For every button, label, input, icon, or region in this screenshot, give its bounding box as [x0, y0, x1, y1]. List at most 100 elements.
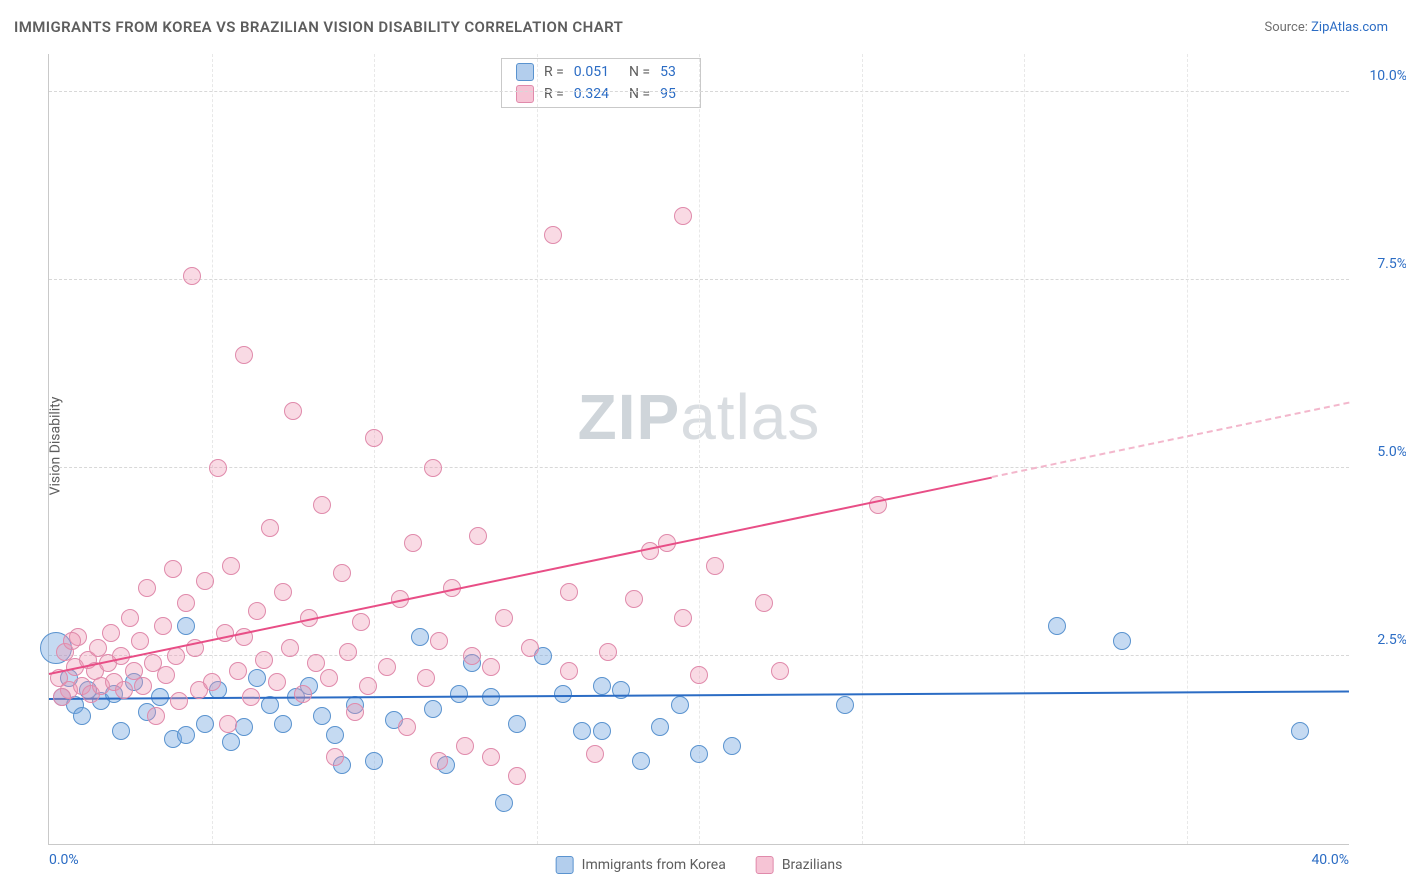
- chart-title: IMMIGRANTS FROM KOREA VS BRAZILIAN VISIO…: [14, 18, 623, 36]
- data-point: [157, 666, 175, 684]
- data-point: [359, 677, 377, 695]
- data-point: [586, 745, 604, 763]
- legend-r-label: R =: [544, 64, 564, 80]
- legend-swatch: [516, 63, 534, 81]
- gridline-v: [699, 54, 700, 844]
- legend-r-value: 0.324: [574, 86, 609, 102]
- data-point: [495, 794, 513, 812]
- data-point: [690, 745, 708, 763]
- gridline-v: [537, 54, 538, 844]
- watermark-bold: ZIP: [578, 381, 681, 453]
- legend-item: Brazilians: [756, 856, 843, 874]
- data-point: [235, 718, 253, 736]
- data-point: [248, 669, 266, 687]
- source-prefix: Source:: [1264, 20, 1311, 35]
- legend-swatch: [516, 85, 534, 103]
- data-point: [134, 677, 152, 695]
- y-tick-label: 10.0%: [1357, 68, 1406, 84]
- data-point: [430, 752, 448, 770]
- data-point: [222, 733, 240, 751]
- data-point: [73, 707, 91, 725]
- data-point: [632, 752, 650, 770]
- scatter-plot: ZIPatlas R =0.051N =53R =0.324N =95 Immi…: [48, 54, 1349, 845]
- data-point: [398, 718, 416, 736]
- data-point: [222, 557, 240, 575]
- data-point: [404, 534, 422, 552]
- legend-swatch: [556, 856, 574, 874]
- data-point: [771, 662, 789, 680]
- data-point: [209, 459, 227, 477]
- data-point: [203, 673, 221, 691]
- legend-n-label: N =: [629, 86, 650, 102]
- data-point: [53, 688, 71, 706]
- data-point: [1113, 632, 1131, 650]
- data-point: [261, 519, 279, 537]
- data-point: [463, 647, 481, 665]
- data-point: [102, 624, 120, 642]
- source-link[interactable]: ZipAtlas.com: [1311, 20, 1388, 35]
- data-point: [671, 696, 689, 714]
- data-point: [183, 267, 201, 285]
- data-point: [339, 643, 357, 661]
- source-attribution: Source: ZipAtlas.com: [1264, 20, 1388, 35]
- data-point: [593, 722, 611, 740]
- data-point: [424, 700, 442, 718]
- data-point: [235, 346, 253, 364]
- legend-label: Brazilians: [782, 857, 843, 873]
- gridline-v: [374, 54, 375, 844]
- watermark-light: atlas: [680, 381, 820, 453]
- data-point: [495, 609, 513, 627]
- y-tick-label: 7.5%: [1357, 256, 1406, 272]
- data-point: [554, 685, 572, 703]
- data-point: [599, 643, 617, 661]
- data-point: [313, 707, 331, 725]
- legend-n-value: 95: [660, 86, 676, 102]
- legend-n-label: N =: [629, 64, 650, 80]
- data-point: [1048, 617, 1066, 635]
- data-point: [544, 226, 562, 244]
- data-point: [723, 737, 741, 755]
- data-point: [1291, 722, 1309, 740]
- data-point: [508, 715, 526, 733]
- data-point: [147, 707, 165, 725]
- data-point: [112, 722, 130, 740]
- data-point: [674, 609, 692, 627]
- data-point: [138, 579, 156, 597]
- data-point: [508, 767, 526, 785]
- data-point: [352, 613, 370, 631]
- legend-swatch: [756, 856, 774, 874]
- trend-line: [49, 476, 992, 674]
- data-point: [521, 639, 539, 657]
- data-point: [674, 207, 692, 225]
- data-point: [177, 594, 195, 612]
- y-tick-label: 2.5%: [1357, 632, 1406, 648]
- data-point: [450, 685, 468, 703]
- data-point: [294, 685, 312, 703]
- data-point: [320, 669, 338, 687]
- correlation-legend: R =0.051N =53R =0.324N =95: [501, 58, 701, 108]
- gridline-v: [1187, 54, 1188, 844]
- data-point: [115, 681, 133, 699]
- data-point: [326, 726, 344, 744]
- data-point: [242, 688, 260, 706]
- data-point: [482, 748, 500, 766]
- legend-r-label: R =: [544, 86, 564, 102]
- data-point: [196, 572, 214, 590]
- data-point: [154, 617, 172, 635]
- data-point: [625, 590, 643, 608]
- data-point: [424, 459, 442, 477]
- data-point: [411, 628, 429, 646]
- gridline-v: [1024, 54, 1025, 844]
- data-point: [196, 715, 214, 733]
- legend-row: R =0.051N =53: [502, 61, 700, 83]
- legend-r-value: 0.051: [574, 64, 609, 80]
- y-tick-label: 5.0%: [1357, 444, 1406, 460]
- series-legend: Immigrants from KoreaBrazilians: [556, 856, 843, 874]
- data-point: [755, 594, 773, 612]
- data-point: [560, 583, 578, 601]
- data-point: [268, 673, 286, 691]
- data-point: [378, 658, 396, 676]
- data-point: [177, 617, 195, 635]
- data-point: [573, 722, 591, 740]
- data-point: [326, 748, 344, 766]
